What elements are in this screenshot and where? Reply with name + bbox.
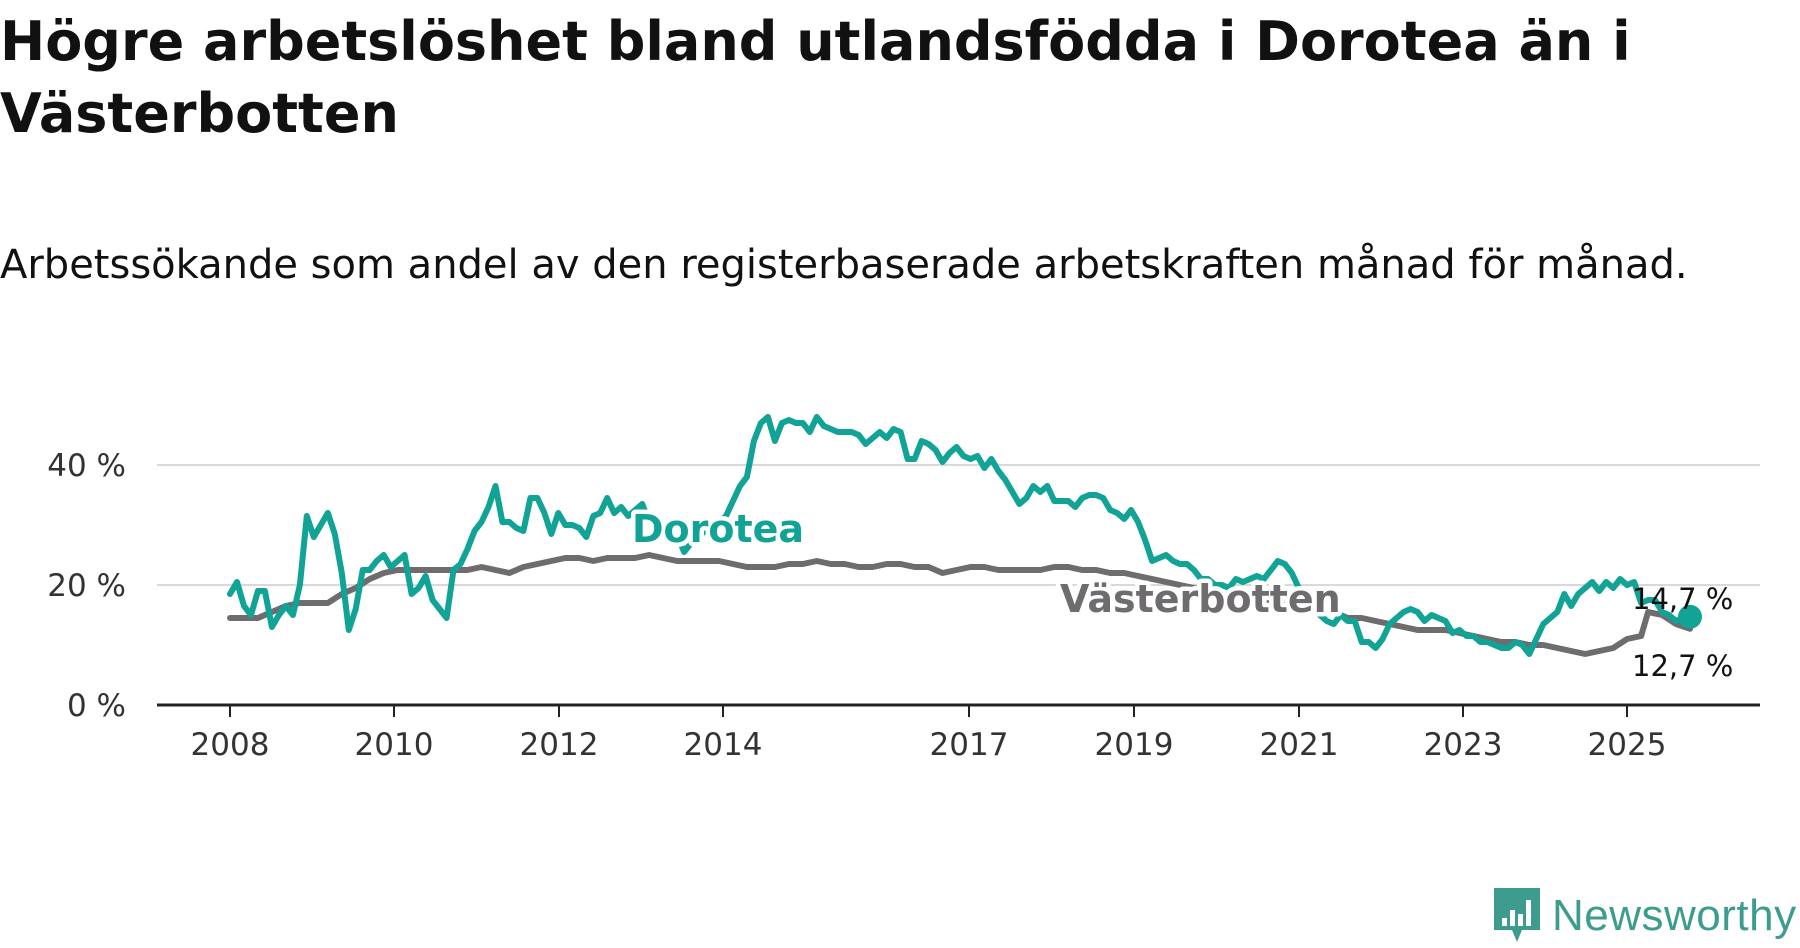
x-tick-label: 2025: [1588, 727, 1667, 763]
x-tick-label: 2021: [1260, 727, 1339, 763]
x-tick-label: 2019: [1095, 727, 1174, 763]
x-tick-label: 2008: [191, 727, 270, 763]
series-lines: [227, 414, 1693, 657]
series-label-dorotea: Dorotea: [632, 507, 804, 551]
y-tick-label: 0 %: [67, 688, 126, 724]
logo-text: Newsworthy: [1552, 891, 1797, 940]
newsworthy-logo[interactable]: Newsworthy: [1492, 886, 1797, 946]
x-tick-label: 2017: [930, 727, 1009, 763]
x-tick-label: 2014: [684, 727, 763, 763]
axes: 0 % 20 % 40 % 2008 2010 2012 2014 2017 2019 2021 2…: [47, 448, 1760, 763]
end-marker-dorotea: [1678, 604, 1702, 629]
series-label-dorotea-halo: Dorotea: [632, 507, 804, 551]
x-tick-label: 2012: [520, 727, 599, 763]
series-label-vasterbotten-halo: Västerbotten: [1060, 577, 1341, 621]
chart-title: Högre arbetslöshet bland utlandsfödda i …: [0, 10, 1631, 145]
series-line-dorotea: [227, 414, 1693, 657]
y-tick-label: 40 %: [47, 448, 126, 484]
gridlines: [157, 464, 1760, 586]
x-tick-label: 2010: [355, 727, 434, 763]
end-label-vasterbotten: 12,7 %: [1632, 649, 1733, 683]
series-label-vasterbotten: Västerbotten: [1060, 577, 1341, 621]
chart-subtitle: Arbetssökande som andel av den registerb…: [0, 242, 1688, 288]
x-tick-label: 2023: [1424, 727, 1503, 763]
y-tick-label: 20 %: [47, 568, 126, 604]
end-label-dorotea: 14,7 %: [1632, 582, 1733, 616]
newsworthy-bar-chart-icon: [1494, 888, 1540, 942]
